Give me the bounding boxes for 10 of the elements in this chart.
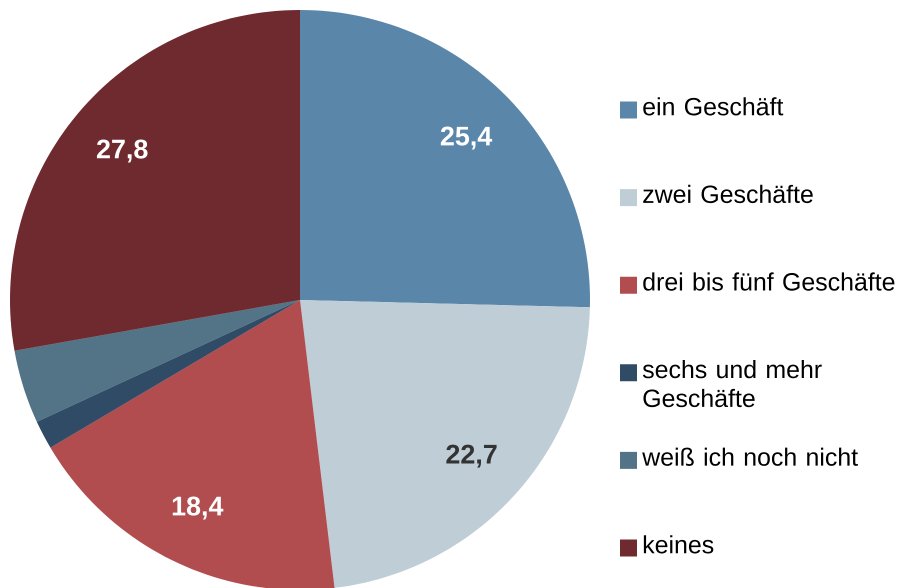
legend-label: keines [644, 535, 714, 554]
legend-label: drei bis fünf Geschäfte [643, 272, 894, 291]
legend-label: weiß ich noch nicht [642, 448, 858, 466]
data-label: 27,8 [96, 140, 148, 162]
data-label: 22,7 [446, 444, 497, 468]
legend-label: ein Geschäft [643, 97, 784, 116]
data-label: 18,4 [172, 496, 224, 520]
data-label: 25,4 [440, 126, 492, 150]
legend-label: zwei Geschäfte [643, 184, 813, 204]
legend-label: sechs und mehr Geschäfte [642, 360, 822, 408]
